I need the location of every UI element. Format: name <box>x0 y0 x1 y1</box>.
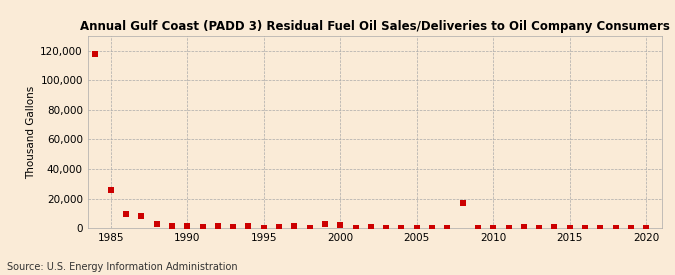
Point <box>427 226 437 230</box>
Point <box>105 188 116 192</box>
Point <box>259 225 269 230</box>
Point <box>136 214 146 219</box>
Point <box>442 225 453 230</box>
Point <box>549 225 560 229</box>
Text: Source: U.S. Energy Information Administration: Source: U.S. Energy Information Administ… <box>7 262 238 272</box>
Point <box>580 226 591 230</box>
Point <box>350 225 361 230</box>
Point <box>534 226 545 230</box>
Point <box>213 224 223 228</box>
Point <box>197 225 208 229</box>
Point <box>503 226 514 230</box>
Point <box>182 224 192 228</box>
Point <box>396 225 407 230</box>
Point <box>641 226 651 230</box>
Point <box>518 225 529 229</box>
Point <box>626 226 637 230</box>
Point <box>289 223 300 228</box>
Point <box>472 226 483 230</box>
Point <box>121 212 132 216</box>
Point <box>411 225 422 230</box>
Point <box>304 225 315 230</box>
Point <box>564 226 575 230</box>
Point <box>243 223 254 228</box>
Point <box>227 225 238 229</box>
Point <box>488 225 499 230</box>
Point <box>273 225 284 230</box>
Point <box>167 224 178 229</box>
Point <box>319 222 330 226</box>
Point <box>365 225 376 230</box>
Title: Annual Gulf Coast (PADD 3) Residual Fuel Oil Sales/Deliveries to Oil Company Con: Annual Gulf Coast (PADD 3) Residual Fuel… <box>80 20 670 33</box>
Point <box>335 223 346 227</box>
Point <box>90 51 101 56</box>
Point <box>595 226 605 230</box>
Point <box>381 225 392 230</box>
Point <box>610 226 621 230</box>
Point <box>457 201 468 205</box>
Point <box>151 221 162 226</box>
Y-axis label: Thousand Gallons: Thousand Gallons <box>26 85 36 179</box>
